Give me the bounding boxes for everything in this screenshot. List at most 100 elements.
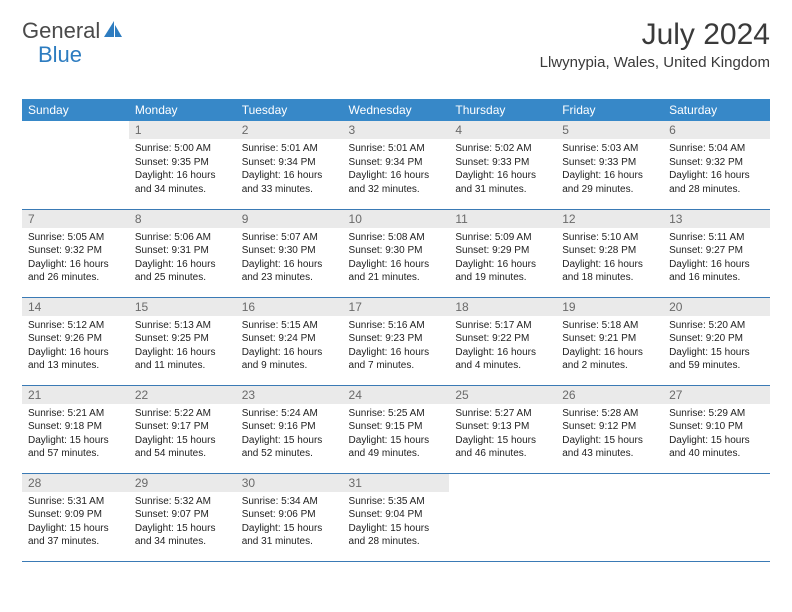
daylight-text-2: and 29 minutes. <box>562 183 657 197</box>
day-content: Sunrise: 5:22 AMSunset: 9:17 PMDaylight:… <box>129 404 236 467</box>
day-content: Sunrise: 5:03 AMSunset: 9:33 PMDaylight:… <box>556 139 663 202</box>
day-content: Sunrise: 5:35 AMSunset: 9:04 PMDaylight:… <box>343 492 450 555</box>
calendar-cell: 5Sunrise: 5:03 AMSunset: 9:33 PMDaylight… <box>556 121 663 209</box>
sunrise-text: Sunrise: 5:20 AM <box>669 319 764 333</box>
sunrise-text: Sunrise: 5:13 AM <box>135 319 230 333</box>
daylight-text-2: and 26 minutes. <box>28 271 123 285</box>
day-number: 1 <box>129 121 236 139</box>
calendar-row: 14Sunrise: 5:12 AMSunset: 9:26 PMDayligh… <box>22 297 770 385</box>
daylight-text-1: Daylight: 16 hours <box>135 258 230 272</box>
sunrise-text: Sunrise: 5:28 AM <box>562 407 657 421</box>
day-number: 19 <box>556 298 663 316</box>
daylight-text-1: Daylight: 15 hours <box>562 434 657 448</box>
calendar-cell: 26Sunrise: 5:28 AMSunset: 9:12 PMDayligh… <box>556 385 663 473</box>
day-content: Sunrise: 5:10 AMSunset: 9:28 PMDaylight:… <box>556 228 663 291</box>
brand-text-2: Blue <box>38 42 82 67</box>
sunset-text: Sunset: 9:23 PM <box>349 332 444 346</box>
sunrise-text: Sunrise: 5:18 AM <box>562 319 657 333</box>
calendar-cell: 19Sunrise: 5:18 AMSunset: 9:21 PMDayligh… <box>556 297 663 385</box>
dayhead-wed: Wednesday <box>343 99 450 121</box>
sunrise-text: Sunrise: 5:32 AM <box>135 495 230 509</box>
sunset-text: Sunset: 9:06 PM <box>242 508 337 522</box>
month-title: July 2024 <box>540 18 770 52</box>
day-number: 12 <box>556 210 663 228</box>
daylight-text-1: Daylight: 16 hours <box>349 169 444 183</box>
sunrise-text: Sunrise: 5:15 AM <box>242 319 337 333</box>
daylight-text-2: and 28 minutes. <box>669 183 764 197</box>
location-text: Llwynypia, Wales, United Kingdom <box>540 54 770 71</box>
sunrise-text: Sunrise: 5:16 AM <box>349 319 444 333</box>
sunset-text: Sunset: 9:07 PM <box>135 508 230 522</box>
daylight-text-1: Daylight: 15 hours <box>669 346 764 360</box>
calendar-cell: 8Sunrise: 5:06 AMSunset: 9:31 PMDaylight… <box>129 209 236 297</box>
calendar-row: 21Sunrise: 5:21 AMSunset: 9:18 PMDayligh… <box>22 385 770 473</box>
day-content: Sunrise: 5:12 AMSunset: 9:26 PMDaylight:… <box>22 316 129 379</box>
day-content: Sunrise: 5:27 AMSunset: 9:13 PMDaylight:… <box>449 404 556 467</box>
sunset-text: Sunset: 9:30 PM <box>349 244 444 258</box>
sunset-text: Sunset: 9:28 PM <box>562 244 657 258</box>
calendar-cell <box>663 473 770 561</box>
daylight-text-1: Daylight: 16 hours <box>669 258 764 272</box>
sunrise-text: Sunrise: 5:17 AM <box>455 319 550 333</box>
sunrise-text: Sunrise: 5:27 AM <box>455 407 550 421</box>
day-number: 29 <box>129 474 236 492</box>
daylight-text-1: Daylight: 15 hours <box>455 434 550 448</box>
sunset-text: Sunset: 9:13 PM <box>455 420 550 434</box>
sunrise-text: Sunrise: 5:06 AM <box>135 231 230 245</box>
daylight-text-1: Daylight: 15 hours <box>135 522 230 536</box>
day-content: Sunrise: 5:24 AMSunset: 9:16 PMDaylight:… <box>236 404 343 467</box>
daylight-text-1: Daylight: 16 hours <box>562 258 657 272</box>
day-number: 26 <box>556 386 663 404</box>
daylight-text-2: and 33 minutes. <box>242 183 337 197</box>
day-number: 15 <box>129 298 236 316</box>
dayhead-tue: Tuesday <box>236 99 343 121</box>
daylight-text-1: Daylight: 16 hours <box>135 169 230 183</box>
daylight-text-2: and 4 minutes. <box>455 359 550 373</box>
sunset-text: Sunset: 9:04 PM <box>349 508 444 522</box>
calendar-cell: 17Sunrise: 5:16 AMSunset: 9:23 PMDayligh… <box>343 297 450 385</box>
day-content: Sunrise: 5:21 AMSunset: 9:18 PMDaylight:… <box>22 404 129 467</box>
daylight-text-1: Daylight: 15 hours <box>28 522 123 536</box>
day-number: 3 <box>343 121 450 139</box>
calendar-table: Sunday Monday Tuesday Wednesday Thursday… <box>22 99 770 562</box>
day-number: 16 <box>236 298 343 316</box>
dayhead-mon: Monday <box>129 99 236 121</box>
daylight-text-1: Daylight: 15 hours <box>28 434 123 448</box>
calendar-cell: 22Sunrise: 5:22 AMSunset: 9:17 PMDayligh… <box>129 385 236 473</box>
day-content: Sunrise: 5:31 AMSunset: 9:09 PMDaylight:… <box>22 492 129 555</box>
day-content: Sunrise: 5:04 AMSunset: 9:32 PMDaylight:… <box>663 139 770 202</box>
sunset-text: Sunset: 9:18 PM <box>28 420 123 434</box>
day-content: Sunrise: 5:00 AMSunset: 9:35 PMDaylight:… <box>129 139 236 202</box>
dayhead-fri: Friday <box>556 99 663 121</box>
daylight-text-1: Daylight: 15 hours <box>349 522 444 536</box>
sunset-text: Sunset: 9:10 PM <box>669 420 764 434</box>
calendar-cell: 7Sunrise: 5:05 AMSunset: 9:32 PMDaylight… <box>22 209 129 297</box>
sunset-text: Sunset: 9:21 PM <box>562 332 657 346</box>
calendar-cell <box>22 121 129 209</box>
daylight-text-2: and 52 minutes. <box>242 447 337 461</box>
day-content: Sunrise: 5:18 AMSunset: 9:21 PMDaylight:… <box>556 316 663 379</box>
sunrise-text: Sunrise: 5:34 AM <box>242 495 337 509</box>
daylight-text-2: and 57 minutes. <box>28 447 123 461</box>
day-number: 21 <box>22 386 129 404</box>
day-content: Sunrise: 5:02 AMSunset: 9:33 PMDaylight:… <box>449 139 556 202</box>
day-content: Sunrise: 5:20 AMSunset: 9:20 PMDaylight:… <box>663 316 770 379</box>
day-number: 4 <box>449 121 556 139</box>
calendar-cell: 25Sunrise: 5:27 AMSunset: 9:13 PMDayligh… <box>449 385 556 473</box>
daylight-text-1: Daylight: 15 hours <box>242 434 337 448</box>
daylight-text-2: and 21 minutes. <box>349 271 444 285</box>
day-number: 20 <box>663 298 770 316</box>
daylight-text-2: and 43 minutes. <box>562 447 657 461</box>
daylight-text-1: Daylight: 16 hours <box>562 346 657 360</box>
day-content: Sunrise: 5:05 AMSunset: 9:32 PMDaylight:… <box>22 228 129 291</box>
daylight-text-2: and 34 minutes. <box>135 183 230 197</box>
day-content: Sunrise: 5:13 AMSunset: 9:25 PMDaylight:… <box>129 316 236 379</box>
title-block: July 2024 Llwynypia, Wales, United Kingd… <box>540 18 770 71</box>
daylight-text-2: and 7 minutes. <box>349 359 444 373</box>
sunset-text: Sunset: 9:33 PM <box>562 156 657 170</box>
daylight-text-1: Daylight: 16 hours <box>455 346 550 360</box>
day-content: Sunrise: 5:29 AMSunset: 9:10 PMDaylight:… <box>663 404 770 467</box>
daylight-text-2: and 2 minutes. <box>562 359 657 373</box>
sunset-text: Sunset: 9:24 PM <box>242 332 337 346</box>
calendar-row: 7Sunrise: 5:05 AMSunset: 9:32 PMDaylight… <box>22 209 770 297</box>
